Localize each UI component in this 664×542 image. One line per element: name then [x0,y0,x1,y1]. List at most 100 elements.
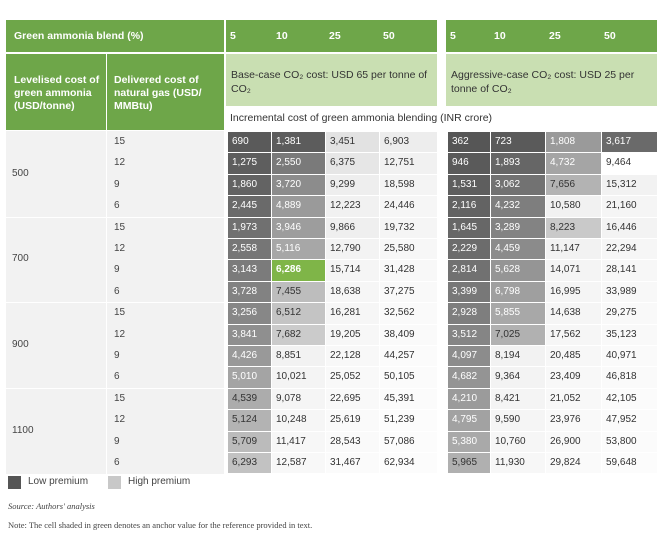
aggressive-case-cell: 3,512 [448,324,490,345]
levelised-cost-value: 900 [12,339,29,350]
base-case-cell: 11,417 [272,431,325,452]
aggressive-case-cell: 14,071 [546,260,601,281]
aggressive-case-header: Aggressive-case CO₂ cost: USD 25 per ton… [446,54,657,106]
aggressive-case-cell: 3,062 [491,174,545,196]
base-case-cell: 44,257 [380,346,437,367]
base-case-cell: 1,973 [228,217,271,238]
base-case-cell: 51,239 [380,410,437,431]
aggressive-case-cell: 4,210 [448,388,490,410]
base-case-cell: 10,021 [272,367,325,388]
base-case-cell: 24,446 [380,196,437,217]
high-premium-swatch [108,476,121,489]
aggressive-case-cell: 1,893 [491,153,545,174]
base-case-cell: 5,010 [228,367,271,388]
aggressive-case-cell: 9,364 [491,367,545,388]
base-case-cell: 3,143 [228,260,271,281]
blend-label: Green ammonia blend (%) [14,30,144,42]
aggressive-case-cell: 16,446 [602,217,657,238]
aggressive-case-cell: 29,824 [546,453,601,474]
aggressive-case-cell: 3,617 [602,132,657,153]
gas-cost-value: 6 [114,371,120,383]
base-case-cell: 15,714 [326,260,379,281]
group-separator [6,216,224,218]
blend-value: 25 [329,30,341,42]
aggressive-case-cell: 7,025 [491,324,545,345]
base-case-cell: 5,709 [228,431,271,452]
aggressive-case-cell: 723 [491,132,545,153]
base-case-cell: 18,598 [380,174,437,196]
row-header-titles: Levelised cost of green ammonia (USD/ton… [6,54,224,130]
base-case-cell: 31,428 [380,260,437,281]
gas-cost-value: 6 [114,200,120,212]
gas-cost-value: 12 [114,243,126,254]
aggressive-case-cell: 53,800 [602,431,657,452]
gas-cost-value: 15 [114,221,126,233]
aggressive-case-cell: 8,194 [491,346,545,367]
aggressive-case-cell: 20,485 [546,346,601,367]
low-premium-swatch [8,476,21,489]
base-case-cell: 2,550 [272,153,325,174]
aggressive-case-cell: 3,289 [491,217,545,238]
group-separator [6,302,224,304]
divider [106,54,107,130]
base-case-cell: 8,851 [272,346,325,367]
group-separator [6,387,224,389]
delivered-label: Delivered cost of natural gas (USD/ MMBt… [114,74,202,112]
base-case-cell: 5,116 [272,239,325,260]
gas-cost-value: 6 [114,285,120,297]
base-case-cell: 1,381 [272,132,325,153]
aggressive-case-cell: 7,656 [546,174,601,196]
aggressive-case-cell: 5,855 [491,303,545,324]
levelised-cost-value: 1100 [12,424,34,436]
aggressive-case-cell: 17,562 [546,324,601,345]
base-case-cell: 2,558 [228,239,271,260]
base-case-cell: 4,889 [272,196,325,217]
base-case-cell: 25,619 [326,410,379,431]
base-case-cell: 22,695 [326,388,379,410]
base-case-cell: 3,720 [272,174,325,196]
base-case-cell: 12,751 [380,153,437,174]
aggressive-case-cell: 9,590 [491,410,545,431]
source-note: Source: Authors' analysis [8,501,95,511]
levelised-label: Levelised cost of green ammonia (USD/ton… [14,74,100,112]
aggressive-case-cell: 26,900 [546,431,601,452]
aggressive-case-cell: 5,380 [448,431,490,452]
base-case-cell: 18,638 [326,281,379,303]
aggressive-case-cell: 1,531 [448,174,490,196]
gas-cost-value: 15 [114,136,126,147]
aggressive-case-cell: 2,814 [448,260,490,281]
base-case-cell: 3,728 [228,281,271,303]
base-case-cell: 5,124 [228,410,271,431]
base-case-cell: 37,275 [380,281,437,303]
gas-cost-value: 9 [114,350,120,361]
aggressive-case-cell: 46,818 [602,367,657,388]
aggressive-case-cell: 5,628 [491,260,545,281]
base-case-cell: 28,543 [326,431,379,452]
gas-cost-value: 15 [114,392,126,404]
gas-cost-value: 15 [114,307,126,319]
blend-header: Green ammonia blend (%) [6,20,224,52]
aggressive-case-cell: 2,229 [448,239,490,260]
base-case-cell: 6,903 [380,132,437,153]
aggressive-case-cell: 2,116 [448,196,490,217]
aggressive-case-cell: 9,464 [602,153,657,174]
gas-cost-value: 12 [114,328,126,340]
aggressive-case-cell: 29,275 [602,303,657,324]
note-text: Note: The cell shaded in green denotes a… [8,520,313,530]
aggressive-case-cell: 4,232 [491,196,545,217]
base-case-cell: 25,052 [326,367,379,388]
base-case-cell: 62,934 [380,453,437,474]
base-case-cell: 9,078 [272,388,325,410]
aggressive-case-cell: 4,795 [448,410,490,431]
aggressive-case-cell: 23,409 [546,367,601,388]
base-case-cell: 7,682 [272,324,325,345]
base-case-cell: 16,281 [326,303,379,324]
aggressive-case-cell: 8,421 [491,388,545,410]
base-case-cell: 19,205 [326,324,379,345]
aggressive-case-cell: 59,648 [602,453,657,474]
aggressive-case-cell: 4,459 [491,239,545,260]
base-case-cell: 4,539 [228,388,271,410]
aggressive-case-cell: 14,638 [546,303,601,324]
aggressive-case-cell: 10,580 [546,196,601,217]
